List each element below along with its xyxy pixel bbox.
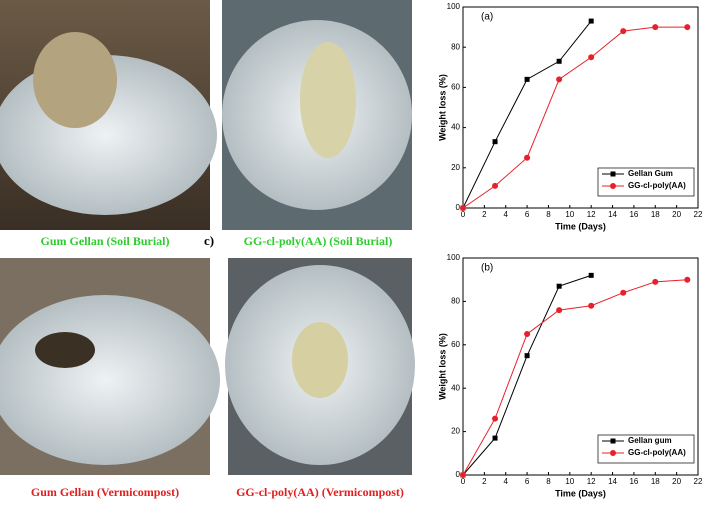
legend-marker	[610, 450, 616, 456]
x-tick-label: 0	[461, 477, 466, 486]
y-tick-label: 20	[451, 163, 460, 172]
point	[652, 24, 659, 31]
point	[588, 302, 595, 309]
x-tick-label: 10	[565, 210, 574, 219]
photo-caption: GG-cl-poly(AA) (Vermicompost)	[236, 485, 404, 499]
point	[588, 272, 594, 278]
y-tick-label: 60	[451, 340, 460, 349]
point	[492, 415, 499, 422]
x-tick-label: 22	[694, 210, 703, 219]
x-tick-label: 12	[587, 477, 596, 486]
photo-caption: GG-cl-poly(AA) (Soil Burial)	[244, 234, 393, 248]
x-tick-label: 4	[504, 477, 509, 486]
point	[492, 182, 499, 189]
series-line	[462, 20, 592, 209]
x-tick-label: 2	[482, 477, 487, 486]
point	[588, 18, 594, 24]
x-tick-label: 10	[565, 477, 574, 486]
photo	[222, 0, 412, 230]
chart-title: (b)	[481, 263, 493, 274]
x-tick-label: 0	[461, 210, 466, 219]
legend-marker	[610, 171, 616, 177]
x-tick-label: 18	[651, 477, 660, 486]
y-tick-label: 0	[456, 203, 461, 212]
point	[460, 205, 466, 211]
point	[588, 54, 595, 61]
x-tick-label: 12	[587, 210, 596, 219]
photo-caption: Gum Gellan (Soil Burial)	[40, 234, 169, 248]
x-axis-label: Time (Days)	[555, 488, 606, 498]
x-axis-label: Time (Days)	[555, 221, 606, 231]
point	[620, 28, 627, 35]
x-tick-label: 18	[651, 210, 660, 219]
y-tick-label: 20	[451, 427, 460, 436]
point	[556, 58, 562, 64]
x-tick-label: 16	[629, 477, 638, 486]
x-tick-label: 6	[525, 477, 530, 486]
photo	[0, 258, 220, 475]
y-tick-label: 40	[451, 123, 460, 132]
point	[684, 276, 691, 283]
y-tick-label: 100	[447, 2, 461, 11]
series-line	[462, 279, 688, 476]
point	[556, 307, 563, 314]
x-tick-label: 20	[672, 477, 681, 486]
x-tick-label: 14	[608, 210, 617, 219]
point	[524, 353, 530, 359]
x-tick-label: 8	[546, 477, 551, 486]
x-tick-label: 22	[694, 477, 703, 486]
x-tick-label: 16	[629, 210, 638, 219]
x-tick-label: 20	[672, 210, 681, 219]
series-line	[462, 274, 592, 476]
point	[492, 435, 498, 441]
legend-marker	[610, 183, 616, 189]
x-tick-label: 4	[504, 210, 509, 219]
legend-label: Gellan gum	[628, 436, 672, 445]
point	[460, 472, 466, 478]
legend-label: GG-cl-poly(AA)	[628, 448, 686, 457]
y-axis-label: Weight loss (%)	[437, 333, 447, 400]
point	[524, 154, 531, 161]
y-tick-label: 80	[451, 297, 460, 306]
chart-title: (a)	[481, 12, 493, 23]
point	[524, 76, 530, 82]
point	[620, 289, 627, 296]
x-tick-label: 6	[525, 210, 530, 219]
photo	[0, 0, 217, 230]
legend-label: Gellan Gum	[628, 169, 673, 178]
y-tick-label: 40	[451, 383, 460, 392]
point	[652, 278, 659, 285]
plot-frame	[462, 6, 699, 209]
x-tick-label: 8	[546, 210, 551, 219]
point	[556, 283, 562, 289]
point	[524, 330, 531, 337]
photo-caption: Gum Gellan (Vermicompost)	[31, 485, 179, 499]
panel-label: c)	[204, 233, 214, 248]
y-tick-label: 80	[451, 42, 460, 51]
plot-frame	[462, 257, 699, 476]
legend-marker	[610, 438, 616, 444]
y-tick-label: 0	[456, 470, 461, 479]
series-line	[462, 26, 688, 209]
x-tick-label: 2	[482, 210, 487, 219]
y-axis-label: Weight loss (%)	[437, 74, 447, 141]
legend-label: GG-cl-poly(AA)	[628, 181, 686, 190]
point	[684, 24, 691, 31]
point	[492, 139, 498, 145]
y-tick-label: 100	[447, 253, 461, 262]
photo	[225, 258, 415, 475]
x-tick-label: 14	[608, 477, 617, 486]
y-tick-label: 60	[451, 83, 460, 92]
point	[556, 76, 563, 83]
